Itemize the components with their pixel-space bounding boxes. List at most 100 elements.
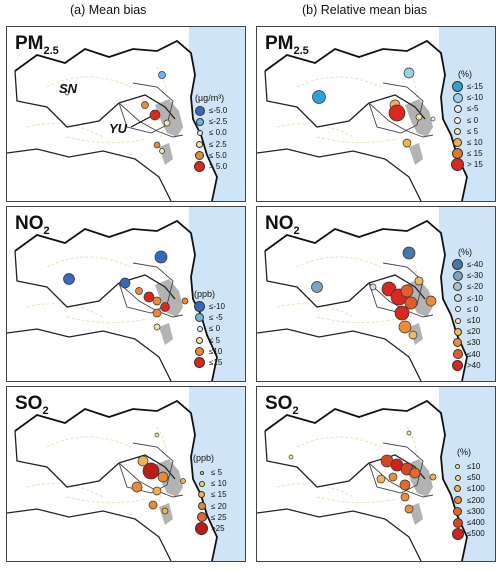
legend-swatch: [196, 512, 207, 523]
legend-label: >40: [467, 360, 481, 370]
legend-swatch-holder: [193, 357, 206, 369]
legend-item: ≤-5.0: [193, 105, 227, 116]
station-marker: [404, 296, 418, 310]
legend-label: ≤15: [209, 358, 223, 368]
legend-swatch: [453, 104, 462, 113]
column-title-a: (a) Mean bias: [70, 3, 147, 17]
sea-area: [439, 387, 495, 561]
legend-swatch: [452, 517, 463, 528]
city-boundary: [118, 442, 174, 494]
panel-title-text: NO: [265, 213, 294, 234]
district-boundary: [14, 250, 176, 308]
legend-swatch: [452, 349, 463, 360]
legend-label: ≤ 2.5: [209, 139, 227, 149]
legend-item: ≤ -5: [193, 312, 225, 323]
legend-item: ≤ 2.5: [193, 139, 227, 150]
legend-swatch: [194, 105, 205, 116]
station-marker: [425, 295, 437, 307]
legend-label: ≤30: [467, 338, 481, 348]
legend-item: ≤40: [451, 349, 483, 360]
station-marker: [398, 320, 412, 334]
legend-label: ≤500: [467, 529, 485, 539]
legend-item: ≤-40: [451, 259, 483, 271]
district-boundary: [14, 70, 176, 128]
legend-label: ≤ 25: [211, 512, 227, 522]
road-line: [316, 316, 398, 324]
legend-swatch: [195, 150, 204, 160]
district-boundary: [7, 328, 172, 381]
district-boundary: [14, 430, 176, 488]
panel-pm25-relative-bias: PM2.5 (%) ≤-15 ≤-10 ≤-5 ≤ 0 ≤ 5 ≤ 10 ≤ 15 > 15: [256, 26, 496, 202]
station-marker: [311, 281, 323, 293]
legend-item: ≤300: [451, 506, 485, 517]
legend-swatch: [454, 474, 461, 481]
legend: ≤-15 ≤-10 ≤-5 ≤ 0 ≤ 5 ≤ 10 ≤ 15 > 15: [451, 81, 483, 172]
legend-label: ≤10: [467, 316, 481, 326]
legend-swatch: [198, 491, 205, 499]
legend-swatch-holder: [193, 313, 206, 323]
legend-label: ≤ 15: [467, 149, 483, 159]
column-title-b: (b) Relative mean bias: [302, 3, 428, 17]
legend-label: ≤-15: [467, 82, 483, 92]
legend-swatch: [452, 359, 463, 371]
district-boundary: [257, 508, 422, 561]
legend: ≤ 5 ≤ 10 ≤ 15 ≤ 20 ≤ 25 >25: [195, 467, 227, 536]
legend-swatch: [453, 294, 462, 303]
panel-title-text: PM: [15, 33, 44, 54]
legend-item: ≤-10: [451, 293, 483, 304]
legend-swatch: [454, 306, 461, 313]
region-boundary: [264, 39, 468, 201]
legend-swatch-holder: [451, 506, 464, 516]
legend-item: ≤ 10: [451, 137, 483, 148]
legend-item: ≤ 5: [193, 335, 225, 346]
legend-unit: (%): [458, 69, 472, 79]
panel-title: PM2.5: [265, 33, 309, 57]
road-line: [276, 303, 354, 318]
legend-swatch-holder: [451, 104, 464, 113]
legend-swatch-holder: [451, 485, 464, 493]
legend-label: ≤ 15: [211, 490, 227, 500]
legend-label: ≤ 5: [467, 126, 479, 136]
legend-swatch-holder: [195, 512, 208, 523]
legend-label: ≤400: [467, 518, 485, 528]
legend-label: > 5.0: [209, 162, 228, 172]
district-boundary: [264, 70, 426, 128]
panel-no2-mean-bias: NO2 (ppb) ≤-10 ≤ -5 ≤ 0 ≤ 5 ≤10 ≤15: [6, 206, 246, 382]
legend-label: ≤-2.5: [209, 117, 228, 127]
legend-item: ≤-20: [451, 281, 483, 292]
station-marker: [153, 141, 161, 149]
legend: ≤-10 ≤ -5 ≤ 0 ≤ 5 ≤10 ≤15: [193, 301, 225, 369]
road-line: [66, 136, 148, 144]
city-boundary: [118, 102, 184, 138]
station-marker: [409, 467, 421, 479]
legend-label: ≤-10: [209, 302, 225, 312]
panel-title-text: NO: [15, 213, 44, 234]
legend-swatch-holder: [451, 464, 464, 470]
station-marker: [163, 119, 171, 127]
legend-swatch: [452, 81, 463, 93]
panel-title: NO2: [265, 213, 300, 237]
legend-label: ≤-20: [467, 282, 483, 292]
panel-title-subscript: 2: [42, 404, 49, 417]
station-marker: [288, 454, 294, 460]
station-marker: [64, 90, 70, 96]
station-marker: [149, 109, 161, 121]
legend-swatch: [454, 127, 461, 135]
label-leader-line: [130, 116, 151, 128]
legend-swatch-holder: [195, 480, 208, 487]
map-svg: [257, 207, 495, 381]
legend-item: ≤ 0: [451, 115, 483, 126]
station-marker: [63, 273, 75, 285]
road-line: [46, 76, 132, 88]
city-boundary: [368, 102, 434, 138]
legend-item: ≤ 5.0: [193, 150, 227, 161]
legend-item: ≤10: [451, 315, 483, 326]
legend-swatch-holder: [451, 270, 464, 281]
legend-swatch: [196, 336, 203, 344]
station-marker: [135, 287, 143, 295]
legend-item: ≤ 20: [195, 501, 227, 512]
map-svg: [7, 207, 245, 381]
district-boundary: [257, 328, 422, 381]
station-marker: [131, 481, 143, 493]
legend-swatch: [451, 158, 464, 172]
